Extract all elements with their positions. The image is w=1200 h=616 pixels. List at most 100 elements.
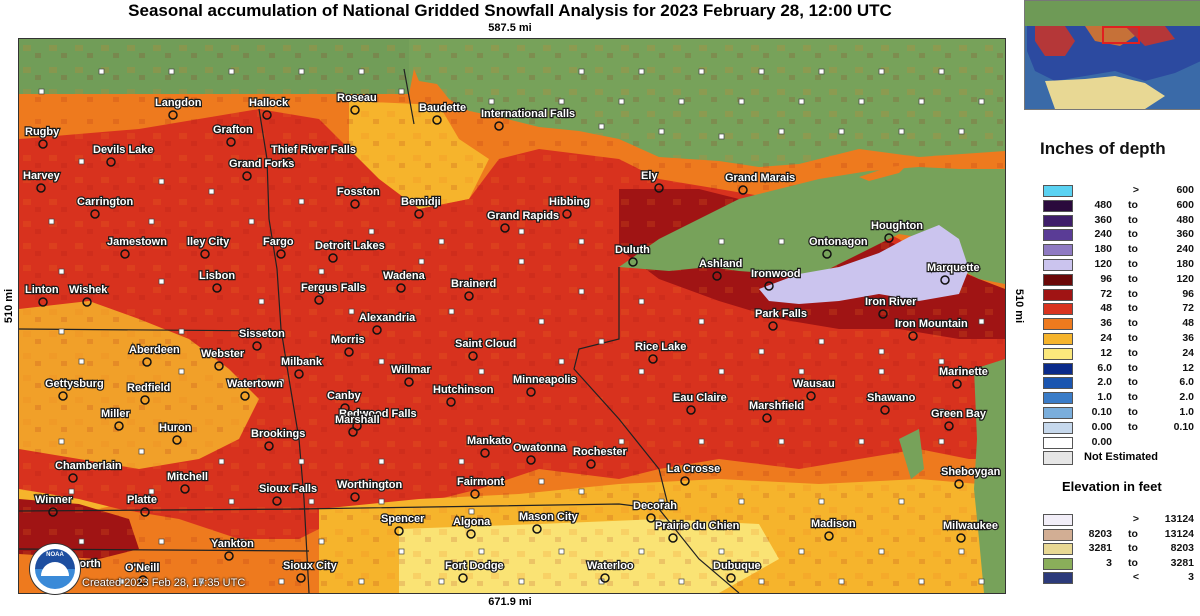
elevation-separator: to (1128, 527, 1138, 540)
not-estimated-marker (778, 238, 785, 245)
not-estimated-marker (818, 338, 825, 345)
city-label: Ironwood (751, 268, 801, 280)
city-marker (600, 573, 610, 583)
city-label: Wishek (69, 284, 108, 296)
not-estimated-marker (178, 368, 185, 375)
not-estimated-marker (38, 88, 45, 95)
legend-swatch (1043, 318, 1073, 331)
city-marker (464, 291, 474, 301)
legend-row: 180 to 240 (1042, 243, 1200, 258)
elevation-legend-title: Elevation in feet (1062, 479, 1162, 494)
legend-row: 12 to 24 (1042, 347, 1200, 362)
not-estimated-marker (58, 268, 65, 275)
not-estimated-marker (798, 368, 805, 375)
city-marker (142, 357, 152, 367)
legend-separator: to (1128, 361, 1138, 374)
city-label: Aberdeen (129, 344, 180, 356)
not-estimated-marker (778, 438, 785, 445)
not-estimated-marker (938, 408, 945, 415)
not-estimated-marker (978, 578, 985, 585)
city-label: Sheboygan (941, 466, 1001, 478)
city-marker (138, 575, 148, 585)
not-estimated-marker (718, 133, 725, 140)
not-estimated-marker (208, 188, 215, 195)
city-marker (944, 421, 954, 431)
legend-low: 180 (1094, 243, 1112, 256)
city-marker (680, 476, 690, 486)
legend-high: 6.0 (1179, 376, 1194, 389)
not-estimated-marker (758, 348, 765, 355)
not-estimated-marker (938, 438, 945, 445)
city-label: Ontonagon (809, 236, 868, 248)
not-estimated-marker (558, 548, 565, 555)
city-label: Watertown (227, 378, 283, 390)
not-estimated-marker (298, 198, 305, 205)
legend-high: 360 (1176, 228, 1194, 241)
not-estimated-marker (538, 318, 545, 325)
not-estimated-marker (938, 68, 945, 75)
city-label: Marinette (939, 366, 988, 378)
legend-row: 24 to 36 (1042, 332, 1200, 347)
not-estimated-marker (638, 368, 645, 375)
not-estimated-marker (878, 348, 885, 355)
legend-high: 240 (1176, 243, 1194, 256)
not-estimated-marker (438, 578, 445, 585)
city-label: Platte (127, 494, 157, 506)
not-estimated-marker (938, 358, 945, 365)
city-marker (242, 171, 252, 181)
legend-low: 240 (1094, 228, 1112, 241)
legend-separator: to (1128, 302, 1138, 315)
city-label: Linton (25, 284, 59, 296)
legend-row: 36 to 48 (1042, 317, 1200, 332)
legend-separator: > (1132, 184, 1140, 196)
city-label: Green Bay (931, 408, 987, 420)
map-title: Seasonal accumulation of National Gridde… (128, 1, 892, 20)
not-estimated-marker (878, 368, 885, 375)
city-marker (648, 354, 658, 364)
city-label: Rochester (573, 446, 628, 458)
city-label: Roseau (337, 92, 377, 104)
city-marker (956, 533, 966, 543)
city-marker (168, 110, 178, 120)
city-marker (38, 139, 48, 149)
elevation-low: 8203 (1088, 527, 1112, 540)
city-marker (58, 391, 68, 401)
not-estimated-marker (898, 128, 905, 135)
city-marker (414, 209, 424, 219)
legend-low: 72 (1100, 287, 1112, 300)
legend-separator: to (1128, 287, 1138, 300)
city-label: La Crosse (667, 463, 720, 475)
inset-us-map (1024, 0, 1200, 110)
city-label: Mankato (467, 435, 512, 447)
city-label: Fargo (263, 236, 294, 248)
grid-markers (38, 68, 985, 585)
not-estimated-marker (658, 498, 665, 505)
not-estimated-marker (308, 498, 315, 505)
legend-high: 72 (1182, 302, 1194, 315)
city-marker (340, 403, 350, 413)
elevation-swatch (1043, 528, 1073, 541)
legend-low: 1.0 (1097, 391, 1112, 404)
legend-separator: to (1128, 391, 1138, 404)
not-estimated-marker (558, 98, 565, 105)
city-marker (348, 427, 358, 437)
city-marker (284, 157, 294, 167)
city-marker (172, 435, 182, 445)
city-label: Miller (101, 408, 130, 420)
city-marker (432, 115, 442, 125)
legend-swatch (1043, 436, 1073, 449)
top-distance-label: 587.5 mi (488, 22, 532, 34)
city-marker (768, 321, 778, 331)
city-label: Worthington (337, 479, 402, 491)
city-marker (878, 309, 888, 319)
legend-row: 0.00 to 0.10 (1042, 421, 1200, 436)
city-marker (446, 397, 456, 407)
legend-separator: to (1128, 346, 1138, 359)
city-marker (806, 391, 816, 401)
city-label: Hibbing (549, 196, 590, 208)
city-label: International Falls (481, 108, 575, 120)
not-estimated-marker (448, 308, 455, 315)
city-label: Grand Forks (229, 158, 294, 170)
legend-swatch (1043, 377, 1073, 390)
city-label: Carrington (77, 196, 134, 208)
